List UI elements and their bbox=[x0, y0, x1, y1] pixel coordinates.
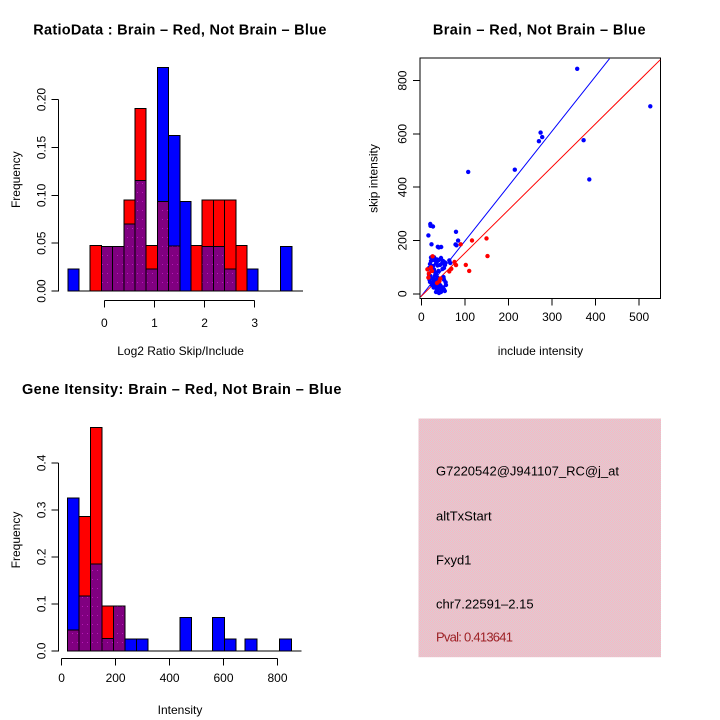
svg-text:400: 400 bbox=[586, 310, 606, 324]
svg-text:2: 2 bbox=[201, 316, 208, 330]
svg-text:0.10: 0.10 bbox=[35, 183, 49, 207]
svg-text:Log2 Ratio Skip/Include: Log2 Ratio Skip/Include bbox=[117, 344, 244, 358]
svg-text:0.0: 0.0 bbox=[35, 642, 49, 659]
svg-text:0.20: 0.20 bbox=[35, 88, 49, 112]
svg-text:0.3: 0.3 bbox=[35, 501, 49, 518]
svg-text:G7220542@J941107_RC@j_at: G7220542@J941107_RC@j_at bbox=[436, 464, 619, 479]
svg-text:400: 400 bbox=[395, 177, 409, 197]
svg-text:800: 800 bbox=[395, 70, 409, 90]
svg-text:0: 0 bbox=[58, 671, 65, 685]
svg-text:800: 800 bbox=[267, 671, 287, 685]
svg-text:Pval: 0.413641: Pval: 0.413641 bbox=[436, 630, 513, 645]
svg-text:include intensity: include intensity bbox=[498, 344, 583, 358]
svg-text:400: 400 bbox=[160, 671, 180, 685]
svg-text:Frequency: Frequency bbox=[9, 151, 23, 208]
svg-text:altTxStart: altTxStart bbox=[436, 509, 492, 524]
svg-text:3: 3 bbox=[251, 316, 258, 330]
svg-text:500: 500 bbox=[629, 310, 649, 324]
svg-text:0: 0 bbox=[395, 290, 409, 297]
svg-text:skip intensity: skip intensity bbox=[367, 144, 381, 213]
svg-text:chr7.22591–2.15: chr7.22591–2.15 bbox=[436, 597, 534, 612]
svg-text:200: 200 bbox=[498, 310, 518, 324]
svg-text:0.15: 0.15 bbox=[35, 135, 49, 159]
svg-text:0.4: 0.4 bbox=[35, 454, 49, 471]
svg-text:200: 200 bbox=[395, 230, 409, 250]
svg-text:0.05: 0.05 bbox=[35, 231, 49, 255]
svg-text:0.2: 0.2 bbox=[35, 548, 49, 565]
svg-text:600: 600 bbox=[395, 124, 409, 144]
svg-text:Intensity: Intensity bbox=[158, 703, 203, 717]
svg-text:1: 1 bbox=[151, 316, 158, 330]
svg-text:100: 100 bbox=[455, 310, 475, 324]
svg-text:0.00: 0.00 bbox=[35, 279, 49, 303]
svg-text:300: 300 bbox=[542, 310, 562, 324]
svg-text:0.1: 0.1 bbox=[35, 595, 49, 612]
svg-text:0: 0 bbox=[418, 310, 425, 324]
svg-text:200: 200 bbox=[106, 671, 126, 685]
svg-text:Brain – Red, Not Brain – Blue: Brain – Red, Not Brain – Blue bbox=[433, 23, 646, 39]
svg-text:Frequency: Frequency bbox=[9, 512, 23, 569]
svg-text:0: 0 bbox=[101, 316, 108, 330]
svg-text:RatioData : Brain – Red, Not B: RatioData : Brain – Red, Not Brain – Blu… bbox=[33, 23, 326, 39]
svg-text:Gene Itensity: Brain – Red, No: Gene Itensity: Brain – Red, Not Brain – … bbox=[22, 382, 342, 398]
svg-text:Fxyd1: Fxyd1 bbox=[436, 553, 471, 568]
svg-text:600: 600 bbox=[213, 671, 233, 685]
